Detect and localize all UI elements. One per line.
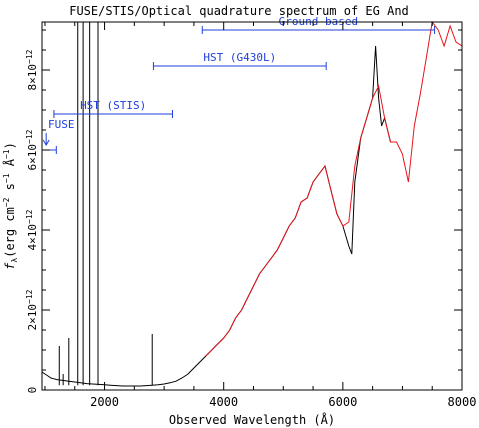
y-axis-label-exp1: −2 [2, 197, 11, 207]
y-axis-label-close: ) [3, 142, 17, 149]
range-fuse: FUSE [41, 118, 75, 154]
y-axis-label-mid: s [3, 183, 17, 197]
range-hst-g430l: HST (G430L) [152, 51, 327, 70]
y-tick-label: 4×10−12 [25, 209, 39, 250]
y-axis-label-exp2: −1 [2, 173, 11, 183]
y-axis-label-units: (erg cm [3, 207, 17, 258]
plot-area [41, 20, 463, 387]
x-tick-label: 8000 [448, 395, 477, 409]
y-axis-label-sub: λ [10, 258, 19, 263]
y-tick-text: 4×10−12 [25, 209, 39, 250]
range-label: HST (G430L) [203, 51, 276, 64]
y-tick-text: 2×10−12 [25, 289, 39, 330]
range-label: HST (STIS) [80, 99, 146, 112]
x-tick-label: 6000 [328, 395, 357, 409]
y-tick-label: 6×10−12 [25, 129, 39, 170]
x-tick-label: 2000 [90, 395, 119, 409]
x-axis-label: Observed Wavelength (Å) [169, 412, 335, 427]
range-arrow-head [42, 139, 50, 146]
plot-frame [41, 21, 463, 391]
y-tick-text: 0 [26, 387, 39, 394]
y-axis-label: fλ(erg cm−2 s−1 Å−1) [2, 142, 19, 270]
series-line-1 [41, 45, 397, 387]
y-tick-label: 2×10−12 [25, 289, 39, 330]
x-tick-label: 4000 [209, 395, 238, 409]
y-axis-label-ang: Å [2, 158, 17, 173]
range-label: FUSE [48, 118, 75, 131]
y-tick-text: 8×10−12 [25, 49, 39, 90]
y-tick-text: 6×10−12 [25, 129, 39, 170]
x-axis: 2000 4000 6000 8000 [44, 22, 477, 409]
series-line-2 [205, 20, 463, 357]
y-axis: 0 2×10−12 4×10−12 6×10−12 8×10−12 [25, 29, 462, 394]
svg-text:fλ(erg cm−2 s−1 Å−1): fλ(erg cm−2 s−1 Å−1) [2, 142, 19, 270]
range-hst-stis: HST (STIS) [53, 99, 173, 118]
chart-title: FUSE/STIS/Optical quadrature spectrum of… [69, 4, 409, 18]
y-tick-label: 8×10−12 [25, 49, 39, 90]
y-tick-label: 0 [26, 387, 39, 394]
y-axis-label-main: f [3, 262, 17, 270]
y-axis-label-exp3: −1 [2, 149, 11, 159]
